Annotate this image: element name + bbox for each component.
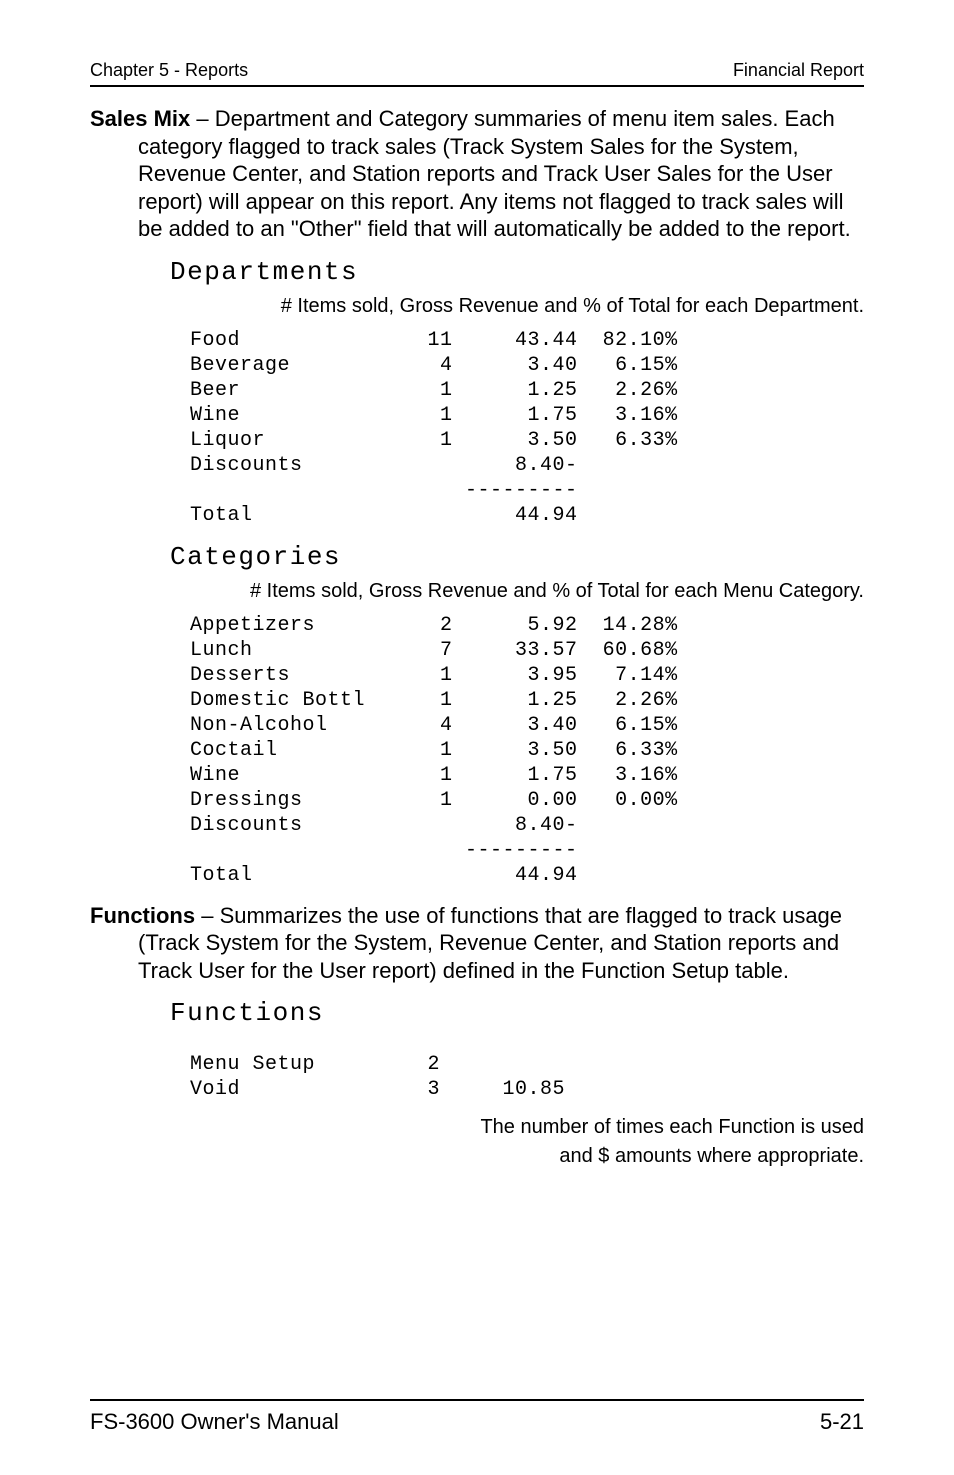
functions-paragraph: Functions – Summarizes the use of functi… bbox=[90, 902, 864, 985]
categories-heading: Categories bbox=[90, 542, 864, 572]
departments-caption: # Items sold, Gross Revenue and % of Tot… bbox=[90, 295, 864, 318]
sales-mix-label: Sales Mix bbox=[90, 106, 190, 131]
page-footer: FS-3600 Owner's Manual 5-21 bbox=[90, 1399, 864, 1435]
sales-mix-text: – Department and Category summaries of m… bbox=[138, 106, 851, 241]
header-right: Financial Report bbox=[733, 60, 864, 81]
categories-table: Appetizers 2 5.92 14.28% Lunch 7 33.57 6… bbox=[90, 613, 864, 888]
functions-caption-line2: and $ amounts where appropriate. bbox=[90, 1145, 864, 1168]
functions-heading: Functions bbox=[90, 998, 864, 1028]
footer-right: 5-21 bbox=[820, 1409, 864, 1435]
functions-table: Menu Setup 2 Void 3 10.85 bbox=[90, 1052, 864, 1102]
footer-left: FS-3600 Owner's Manual bbox=[90, 1409, 339, 1435]
departments-table: Food 11 43.44 82.10% Beverage 4 3.40 6.1… bbox=[90, 328, 864, 528]
departments-heading: Departments bbox=[90, 257, 864, 287]
header-left: Chapter 5 - Reports bbox=[90, 60, 248, 81]
functions-label: Functions bbox=[90, 903, 195, 928]
categories-caption: # Items sold, Gross Revenue and % of Tot… bbox=[90, 580, 864, 603]
functions-caption-line1: The number of times each Function is use… bbox=[90, 1116, 864, 1139]
page-header: Chapter 5 - Reports Financial Report bbox=[90, 60, 864, 87]
sales-mix-paragraph: Sales Mix – Department and Category summ… bbox=[90, 105, 864, 243]
functions-text: – Summarizes the use of functions that a… bbox=[138, 903, 842, 983]
